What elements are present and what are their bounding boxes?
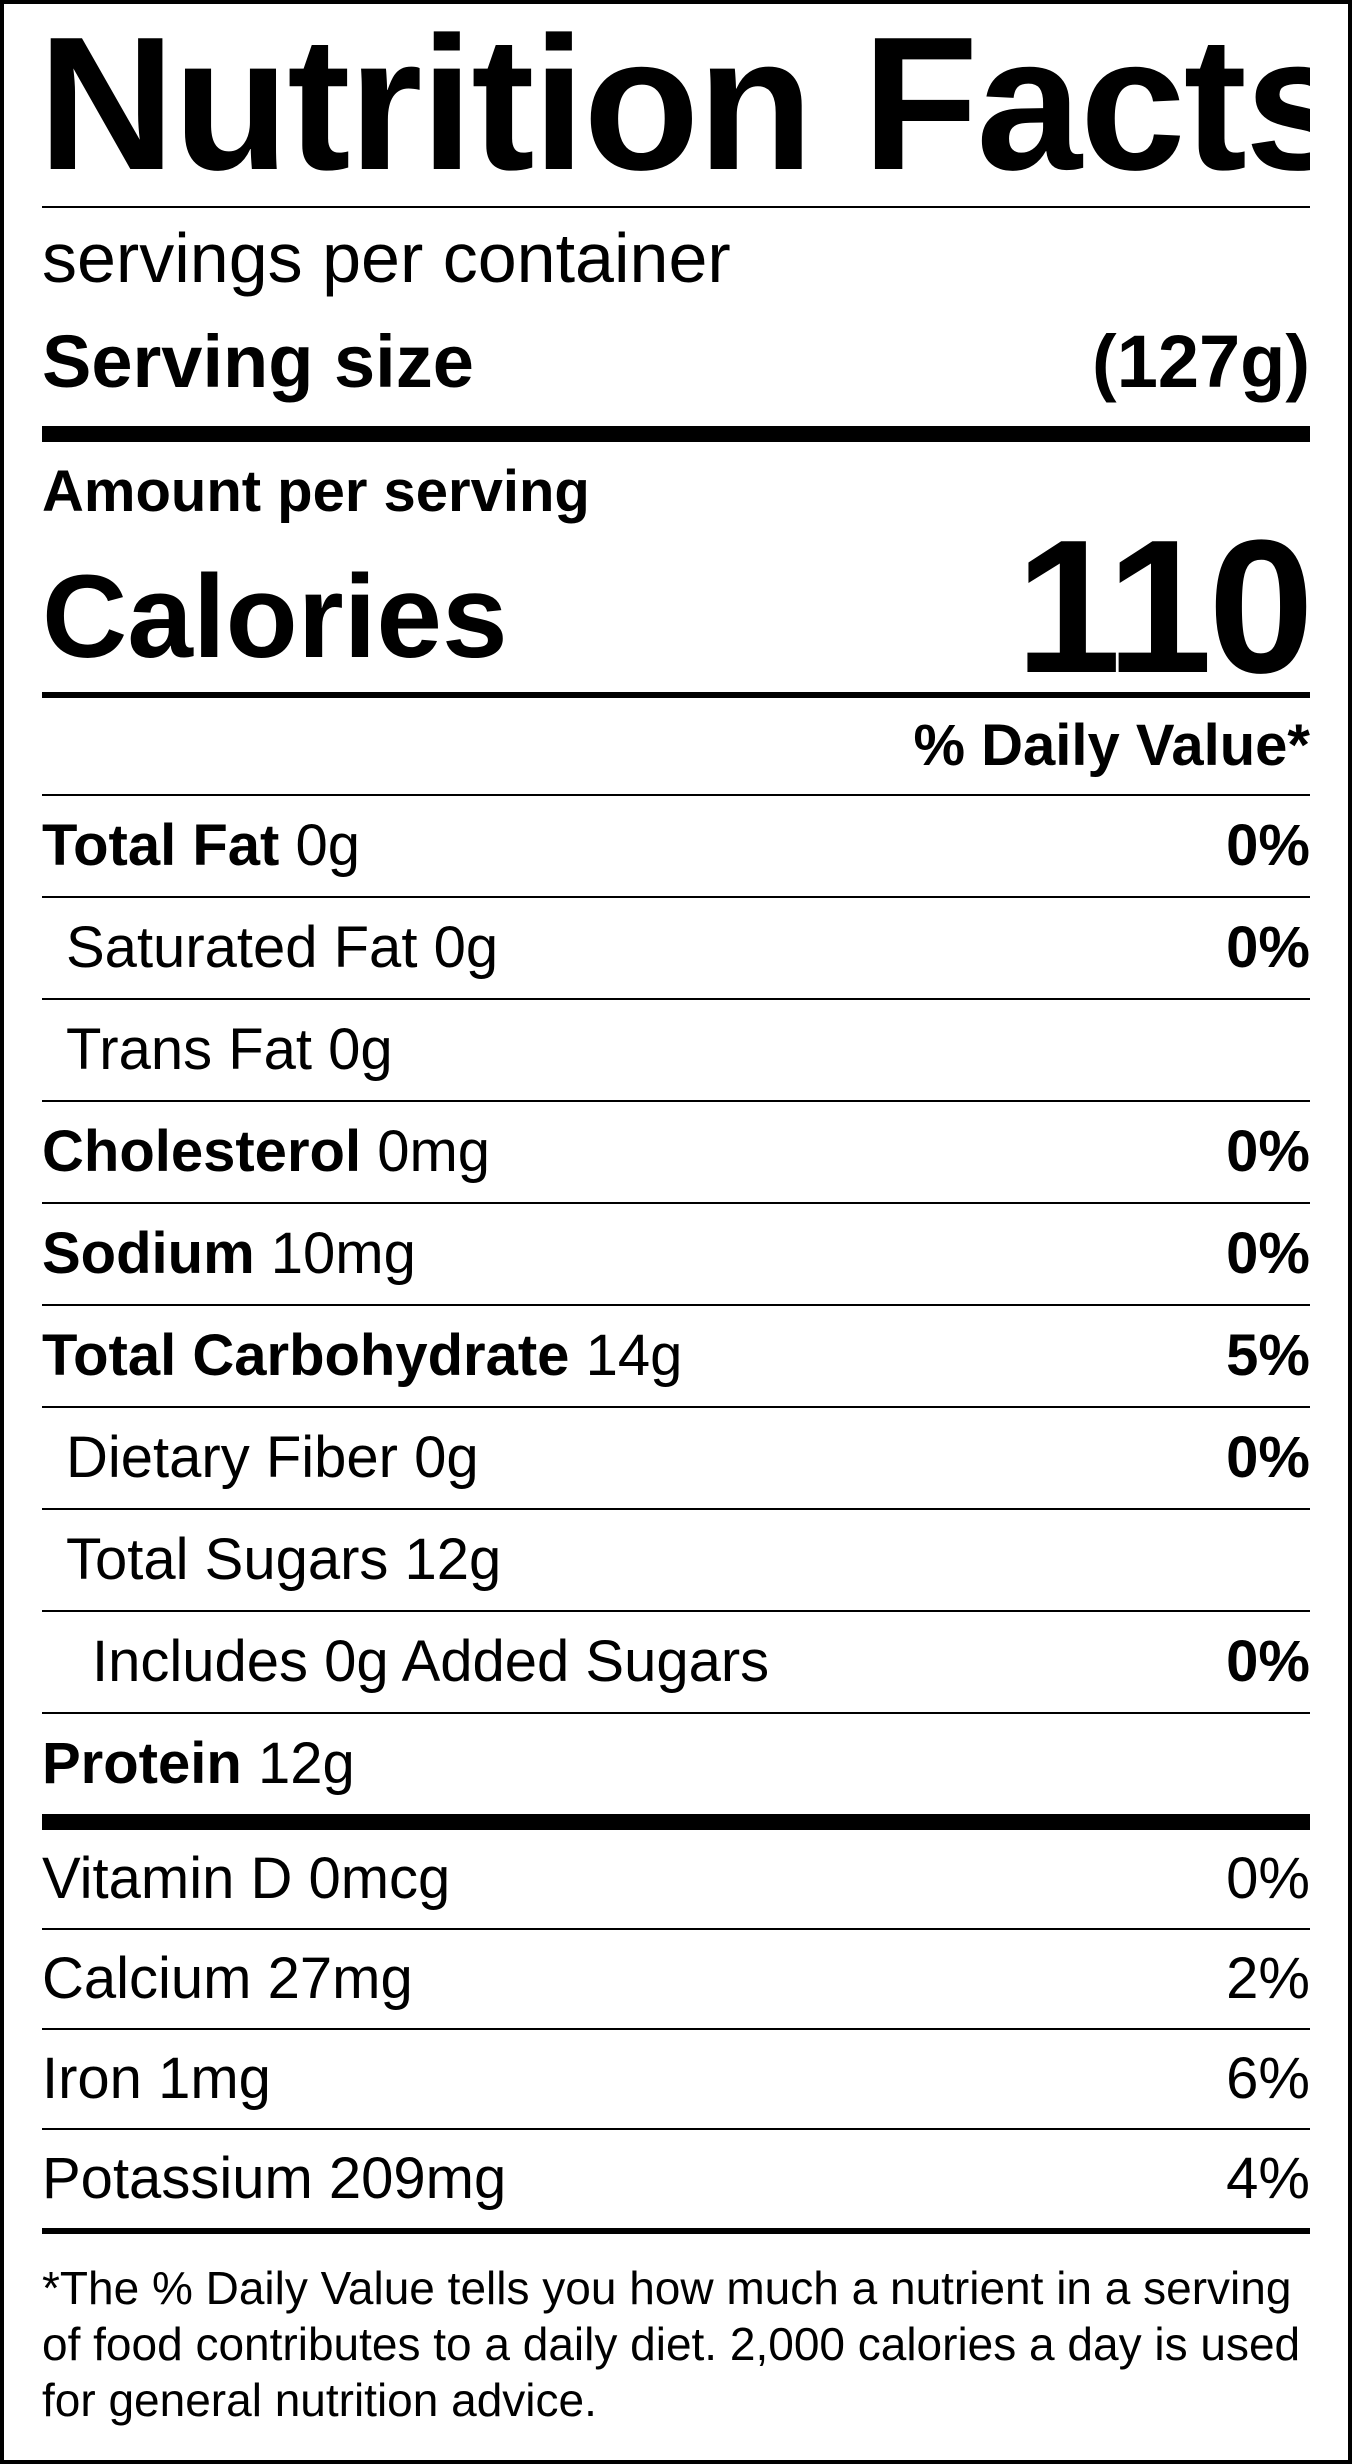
nutrient-row-saturated-fat: Saturated Fat 0g 0% <box>42 898 1310 998</box>
divider <box>42 794 1310 796</box>
nutrient-name: Cholesterol 0mg <box>42 1119 491 1184</box>
nutrient-name: Trans Fat 0g <box>66 1017 393 1082</box>
calories-row: Calories 110 <box>42 501 1314 713</box>
calories-value: 110 <box>1015 501 1314 713</box>
daily-value-header: % Daily Value* <box>913 713 1310 778</box>
nutrient-row-dietary-fiber: Dietary Fiber 0g 0% <box>42 1408 1310 1508</box>
divider <box>42 206 1310 208</box>
vitamin-dv: 6% <box>1226 2046 1310 2111</box>
vitamin-row-calcium: Calcium 27mg 2% <box>42 1930 1310 2028</box>
divider <box>42 1508 1310 1510</box>
nutrient-row-trans-fat: Trans Fat 0g <box>42 1000 1310 1100</box>
nutrient-name: Total Fat 0g <box>42 813 360 878</box>
serving-size-value: (127g) <box>1092 320 1310 403</box>
label-title: Nutrition Facts <box>38 4 1310 206</box>
nutrient-dv: 0% <box>1226 915 1310 980</box>
nutrient-row-total-fat: Total Fat 0g 0% <box>42 796 1310 896</box>
nutrient-name: Sodium 10mg <box>42 1221 416 1286</box>
nutrient-row-sodium: Sodium 10mg 0% <box>42 1204 1310 1304</box>
medium-divider <box>42 2228 1310 2234</box>
divider <box>42 1712 1310 1714</box>
divider <box>42 1406 1310 1408</box>
nutrient-dv: 0% <box>1226 1119 1310 1184</box>
vitamin-name: Potassium 209mg <box>42 2146 507 2211</box>
footnote: *The % Daily Value tells you how much a … <box>42 2262 1301 2426</box>
vitamin-name: Iron 1mg <box>42 2046 271 2111</box>
nutrient-row-added-sugars: Includes 0g Added Sugars 0% <box>42 1612 1310 1712</box>
nutrient-row-cholesterol: Cholesterol 0mg 0% <box>42 1102 1310 1202</box>
calories-label: Calories <box>42 551 508 683</box>
thick-divider <box>42 1814 1310 1830</box>
nutrient-dv: 0% <box>1226 813 1310 878</box>
vitamin-dv: 4% <box>1226 2146 1310 2211</box>
medium-divider <box>42 692 1310 698</box>
divider <box>42 1928 1310 1930</box>
divider <box>42 1202 1310 1204</box>
nutrient-dv: 5% <box>1226 1323 1310 1388</box>
nutrient-row-total-carbohydrate: Total Carbohydrate 14g 5% <box>42 1306 1310 1406</box>
divider <box>42 2028 1310 2030</box>
vitamin-dv: 0% <box>1226 1846 1310 1911</box>
nutrient-dv: 0% <box>1226 1629 1310 1694</box>
servings-per-container: servings per container <box>42 219 731 297</box>
divider <box>42 1304 1310 1306</box>
divider <box>42 1100 1310 1102</box>
vitamin-dv: 2% <box>1226 1946 1310 2011</box>
divider <box>42 998 1310 1000</box>
serving-size-label: Serving size <box>42 320 474 403</box>
vitamin-row-potassium: Potassium 209mg 4% <box>42 2130 1310 2228</box>
vitamin-name: Calcium 27mg <box>42 1946 413 2011</box>
divider <box>42 2128 1310 2130</box>
nutrient-row-total-sugars: Total Sugars 12g <box>42 1510 1310 1610</box>
nutrient-dv: 0% <box>1226 1425 1310 1490</box>
divider <box>42 1610 1310 1612</box>
amount-per-serving: Amount per serving <box>42 459 590 524</box>
thick-divider <box>42 426 1310 442</box>
vitamin-row-iron: Iron 1mg 6% <box>42 2030 1310 2128</box>
nutrient-name: Dietary Fiber 0g <box>66 1425 479 1490</box>
nutrient-name: Includes 0g Added Sugars <box>92 1629 770 1694</box>
divider <box>42 896 1310 898</box>
nutrient-row-protein: Protein 12g <box>42 1714 1310 1814</box>
nutrient-name: Protein 12g <box>42 1731 355 1796</box>
nutrient-name: Total Sugars 12g <box>66 1527 502 1592</box>
vitamin-name: Vitamin D 0mcg <box>42 1846 451 1911</box>
vitamin-row-vitamin-d: Vitamin D 0mcg 0% <box>42 1830 1310 1928</box>
nutrient-dv: 0% <box>1226 1221 1310 1286</box>
nutrient-name: Total Carbohydrate 14g <box>42 1323 683 1388</box>
serving-size-row: Serving size (127g) <box>42 308 1310 416</box>
nutrient-name: Saturated Fat 0g <box>66 915 499 980</box>
